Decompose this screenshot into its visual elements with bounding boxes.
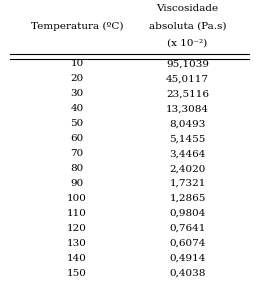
Text: 30: 30 (70, 89, 84, 98)
Text: 1,2865: 1,2865 (169, 194, 206, 203)
Text: 20: 20 (70, 74, 84, 83)
Text: 150: 150 (67, 269, 87, 278)
Text: 120: 120 (67, 224, 87, 233)
Text: 50: 50 (70, 119, 84, 128)
Text: 13,3084: 13,3084 (166, 104, 209, 113)
Text: 0,4914: 0,4914 (169, 254, 206, 263)
Text: 70: 70 (70, 149, 84, 158)
Text: 60: 60 (70, 134, 84, 143)
Text: 45,0117: 45,0117 (166, 74, 209, 83)
Text: 110: 110 (67, 209, 87, 218)
Text: 0,6074: 0,6074 (169, 239, 206, 248)
Text: (x 10⁻²): (x 10⁻²) (168, 39, 208, 48)
Text: 1,7321: 1,7321 (169, 179, 206, 188)
Text: 0,4038: 0,4038 (169, 269, 206, 278)
Text: 0,9804: 0,9804 (169, 209, 206, 218)
Text: absoluta (Pa.s): absoluta (Pa.s) (149, 21, 226, 31)
Text: 0,7641: 0,7641 (169, 224, 206, 233)
Text: Viscosidade: Viscosidade (157, 4, 219, 13)
Text: 3,4464: 3,4464 (169, 149, 206, 158)
Text: 5,1455: 5,1455 (169, 134, 206, 143)
Text: 90: 90 (70, 179, 84, 188)
Text: 8,0493: 8,0493 (169, 119, 206, 128)
Text: 130: 130 (67, 239, 87, 248)
Text: 23,5116: 23,5116 (166, 89, 209, 98)
Text: Temperatura (ºC): Temperatura (ºC) (31, 21, 123, 31)
Text: 2,4020: 2,4020 (169, 164, 206, 173)
Text: 95,1039: 95,1039 (166, 59, 209, 68)
Text: 40: 40 (70, 104, 84, 113)
Text: 10: 10 (70, 59, 84, 68)
Text: 140: 140 (67, 254, 87, 263)
Text: 80: 80 (70, 164, 84, 173)
Text: 100: 100 (67, 194, 87, 203)
